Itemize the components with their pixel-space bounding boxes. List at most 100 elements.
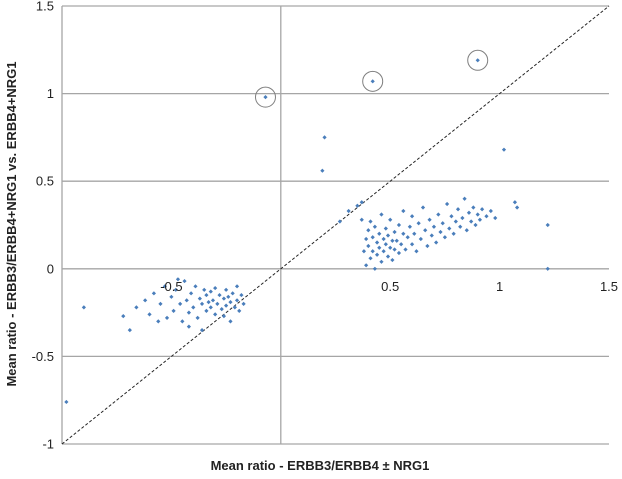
data-point: [64, 399, 69, 405]
data-point: [151, 291, 156, 296]
highlight-circle: [362, 70, 384, 92]
data-point: [372, 266, 377, 271]
data-point: [469, 219, 474, 224]
data-point: [374, 252, 380, 257]
highlighted-data-point: [263, 95, 268, 100]
data-point: [173, 287, 178, 292]
data-point: [385, 254, 391, 259]
data-point: [425, 243, 430, 249]
data-point: [182, 278, 187, 284]
y-tick-label: 1: [47, 86, 54, 101]
data-point: [121, 314, 126, 319]
data-point: [224, 287, 229, 292]
data-point: [188, 291, 194, 296]
data-point: [401, 231, 406, 236]
data-point: [127, 328, 132, 333]
data-point: [320, 168, 325, 173]
data-point: [381, 249, 386, 254]
x-tick-label: -0.5: [160, 279, 182, 294]
data-point: [381, 236, 386, 242]
y-tick-label: 1.5: [36, 0, 54, 14]
data-point: [337, 219, 342, 224]
data-point: [392, 229, 397, 235]
y-tick-label: -0.5: [32, 349, 54, 364]
data-point: [195, 315, 200, 320]
data-point: [197, 296, 202, 301]
identity-reference-line: [61, 5, 610, 445]
data-point: [374, 240, 380, 245]
data-point: [204, 308, 209, 313]
data-point: [396, 250, 402, 256]
data-point: [390, 238, 395, 243]
data-point: [447, 226, 452, 231]
data-point: [438, 229, 443, 235]
data-point: [366, 228, 371, 233]
data-point: [383, 226, 388, 231]
data-point: [388, 245, 393, 250]
data-point: [346, 208, 351, 214]
data-point: [370, 235, 375, 240]
data-point: [221, 314, 227, 319]
data-point: [464, 228, 469, 233]
highlighted-data-point: [475, 58, 480, 63]
data-point: [409, 242, 415, 247]
data-point: [412, 231, 417, 236]
data-point: [379, 212, 384, 217]
data-point: [442, 235, 447, 240]
data-point: [208, 289, 213, 294]
data-point: [171, 308, 176, 313]
data-point: [418, 236, 423, 242]
data-point: [368, 219, 373, 224]
data-point: [392, 247, 397, 252]
data-point: [545, 266, 550, 271]
data-point: [372, 224, 377, 229]
data-point: [208, 305, 213, 310]
data-point: [364, 236, 369, 242]
data-point: [420, 205, 426, 210]
axes: [61, 6, 282, 444]
data-point: [230, 291, 235, 296]
data-point: [366, 243, 371, 249]
data-point: [147, 312, 152, 317]
data-point: [501, 147, 507, 152]
data-point: [193, 284, 198, 289]
data-point: [228, 299, 233, 305]
data-point: [213, 312, 218, 317]
data-point: [383, 242, 388, 247]
data-point: [484, 214, 489, 219]
data-point: [164, 315, 170, 320]
data-point: [184, 298, 189, 303]
data-point: [169, 294, 174, 299]
data-point: [219, 306, 224, 312]
data-point: [488, 208, 493, 214]
data-point: [206, 299, 211, 305]
y-axis-title: Mean ratio - ERBB3/ERBB4+NRG1 vs. ERBB4+…: [4, 61, 19, 386]
data-point: [175, 277, 181, 282]
data-point: [237, 308, 242, 313]
y-tick-labels: 1.5 1 0.5 0 -0.5 -1: [32, 0, 54, 452]
data-point: [213, 285, 218, 291]
data-point: [178, 301, 183, 306]
data-point: [545, 222, 550, 228]
data-point: [180, 319, 185, 324]
data-point: [385, 233, 391, 238]
data-points: [64, 135, 550, 405]
data-point: [440, 221, 445, 226]
data-point: [221, 296, 227, 301]
highlighted-data-point: [370, 79, 375, 84]
data-point: [217, 292, 222, 298]
data-point: [204, 292, 209, 298]
data-point: [199, 301, 205, 306]
data-point: [359, 200, 364, 205]
data-point: [394, 238, 399, 243]
data-point: [215, 301, 220, 306]
data-point: [210, 298, 216, 303]
data-point: [162, 284, 167, 289]
data-point: [158, 301, 163, 306]
data-point: [407, 224, 412, 229]
x-tick-label: 1.5: [600, 279, 618, 294]
data-point: [460, 215, 465, 221]
data-point: [405, 235, 410, 240]
data-point: [427, 217, 432, 222]
